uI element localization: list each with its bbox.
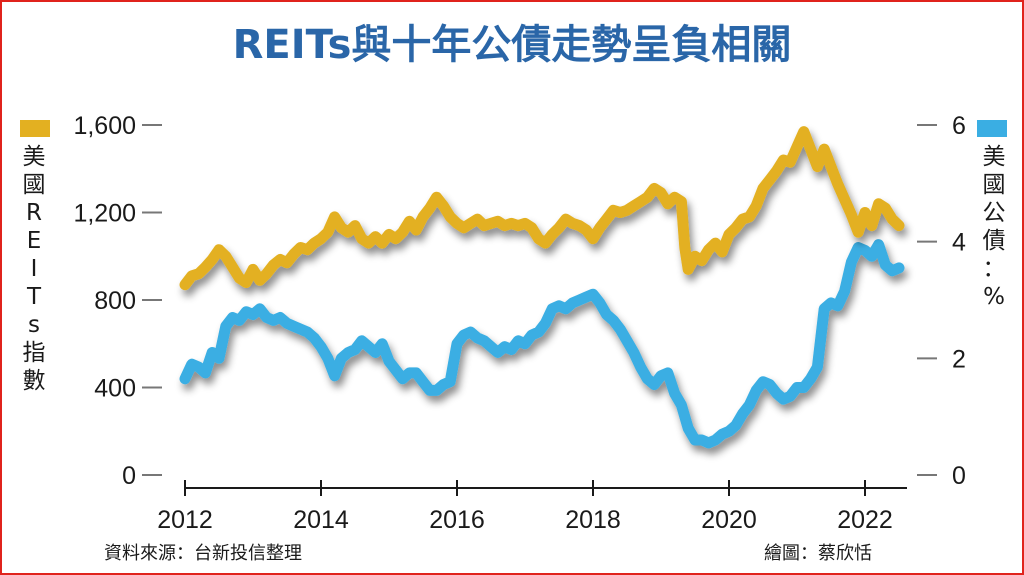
right-axis-label-char: ： bbox=[983, 256, 1006, 282]
left-tick-label: 400 bbox=[94, 375, 136, 403]
left-tick-label: 1,200 bbox=[73, 200, 136, 228]
right-axis-label-char: 債 bbox=[983, 228, 1006, 254]
right-axis-ticks: 0 2 4 6 bbox=[917, 112, 966, 490]
right-tick-label: 2 bbox=[952, 345, 966, 373]
x-tick-label: 2014 bbox=[293, 506, 349, 534]
left-tick-label: 0 bbox=[122, 462, 136, 490]
legend-swatch-reits bbox=[20, 120, 50, 137]
credit-note: 繪圖：蔡欣恬 bbox=[764, 543, 872, 564]
right-axis-label-char: 公 bbox=[983, 200, 1006, 226]
legend-swatch-bond bbox=[977, 120, 1007, 137]
series-layer bbox=[179, 126, 905, 449]
left-axis-label-char: T bbox=[26, 284, 42, 310]
left-axis-label-char: 美 bbox=[23, 144, 46, 170]
x-tick-label: 2012 bbox=[157, 506, 213, 534]
x-axis-ticks: 2012 2014 2016 2018 2020 2022 bbox=[157, 480, 893, 534]
reits-index-line bbox=[179, 126, 905, 291]
left-axis-label-char: 指 bbox=[23, 340, 46, 366]
left-axis-label-char: E bbox=[27, 228, 42, 254]
x-tick-label: 2022 bbox=[837, 506, 893, 534]
chart-title: REITs與十年公債走勢呈負相關 bbox=[233, 22, 792, 68]
left-axis-label-char: 數 bbox=[23, 368, 46, 394]
right-axis-label-char: % bbox=[983, 284, 1005, 310]
x-tick-label: 2018 bbox=[565, 506, 621, 534]
right-tick-label: 4 bbox=[952, 229, 966, 257]
source-note: 資料來源：台新投信整理 bbox=[104, 543, 302, 564]
right-tick-label: 6 bbox=[952, 112, 966, 140]
left-tick-label: 800 bbox=[94, 287, 136, 315]
left-axis-ticks: 0 400 800 1,200 1,600 bbox=[73, 112, 162, 490]
x-tick-label: 2016 bbox=[429, 506, 485, 534]
left-axis-label-char: I bbox=[31, 256, 38, 282]
left-axis-label-char: s bbox=[28, 312, 40, 338]
right-axis-label-char: 美 bbox=[983, 144, 1006, 170]
left-tick-label: 1,600 bbox=[73, 112, 136, 140]
right-axis-label-char: 國 bbox=[983, 172, 1006, 198]
left-axis-label-char: R bbox=[26, 200, 42, 226]
x-tick-label: 2020 bbox=[701, 506, 757, 534]
treasury-yield-line bbox=[179, 239, 905, 449]
right-tick-label: 0 bbox=[952, 462, 966, 490]
left-axis-label-char: 國 bbox=[23, 172, 46, 198]
